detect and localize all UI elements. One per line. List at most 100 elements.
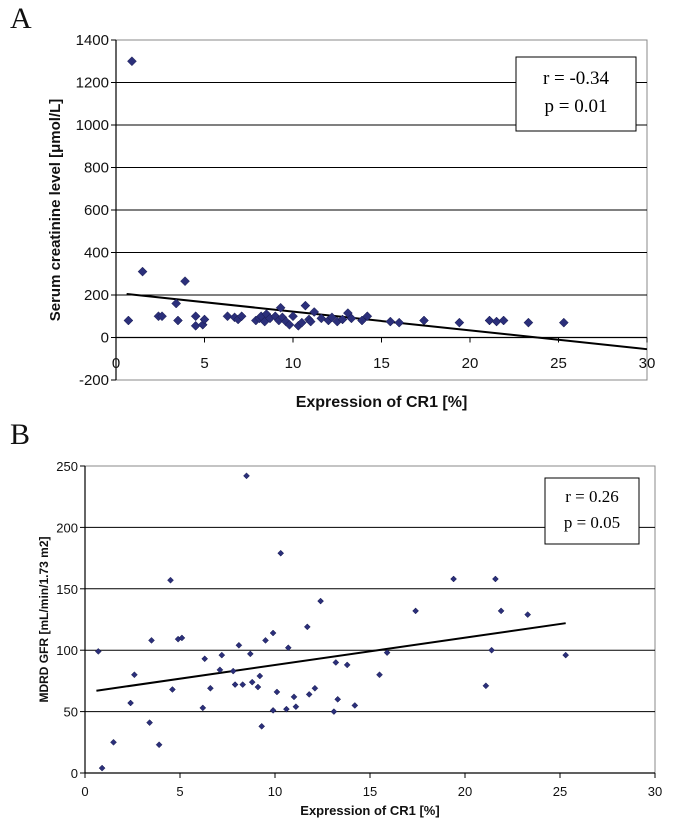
chart-b-data-point — [412, 607, 419, 615]
chart-b-x-tick-label: 10 — [268, 784, 282, 799]
chart-b-x-axis-label: Expression of CR1 [%] — [300, 803, 439, 818]
chart-b-data-point — [277, 549, 285, 557]
chart-b-data-point — [146, 719, 153, 727]
chart-a-data-point — [300, 300, 311, 311]
chart-b-data-point — [376, 671, 383, 679]
chart-b-data-point — [284, 644, 292, 652]
chart-a-x-tick-label: 25 — [550, 355, 567, 372]
chart-a-data-point — [327, 312, 337, 323]
chart-a-y-tick-label: -200 — [79, 372, 109, 389]
chart-b-x-tick-label: 20 — [458, 784, 472, 799]
chart-b-x-tick-label: 15 — [363, 784, 377, 799]
chart-a-y-axis-label: Serum creatinine level [μmol/L] — [47, 99, 64, 322]
chart-b-data-point — [201, 655, 209, 663]
chart-b-data-point — [311, 684, 319, 692]
chart-a-data-point — [357, 315, 367, 326]
chart-b-data-point — [562, 651, 570, 659]
chart-a-data-point — [123, 315, 134, 326]
chart-b-data-point — [258, 722, 266, 730]
chart-a-data-point — [316, 313, 327, 324]
chart-a-data-point — [127, 56, 137, 67]
chart-b-data-point — [332, 659, 340, 666]
chart-b-data-point — [343, 661, 351, 669]
chart-b-data-point — [246, 650, 254, 658]
chart-b-data-point — [98, 764, 106, 772]
chart-a-data-point — [296, 317, 307, 328]
chart-b-data-point — [273, 688, 281, 696]
chart-b-data-point — [110, 738, 117, 746]
chart-a-y-tick-label: 800 — [84, 160, 109, 177]
chart-b-data-point — [243, 472, 250, 480]
chart-b-x-tick-label: 25 — [553, 784, 567, 799]
chart-b-data-point — [482, 682, 490, 690]
chart-b-data-point — [229, 667, 237, 675]
chart-b-stats-box — [544, 477, 640, 545]
chart-a-data-point — [362, 311, 373, 322]
chart-a-stats-line-p: p = 0.01 — [545, 96, 608, 117]
chart-a-data-point — [222, 311, 233, 322]
chart-b-y-tick-label: 100 — [56, 643, 78, 658]
chart-b-data-point — [330, 708, 338, 715]
chart-a-data-point — [337, 314, 348, 325]
chart-b-data-point — [290, 693, 298, 701]
chart-a-x-tick-label: 10 — [285, 355, 302, 372]
chart-b-y-axis-label: MDRD GFR [mL/min/1.73 m2] — [37, 536, 51, 702]
chart-a-data-point — [523, 317, 534, 328]
chart-b-data-point — [235, 641, 243, 649]
chart-b-data-point — [488, 646, 495, 654]
chart-b-data-point — [262, 637, 269, 644]
chart-b-x-tick-label: 30 — [648, 784, 662, 799]
chart-b-data-point — [169, 686, 176, 693]
chart-a-data-point — [236, 311, 247, 322]
chart-b-data-point — [239, 681, 247, 688]
chart-a-data-point — [199, 314, 210, 325]
panel-letter-b: B — [10, 418, 31, 451]
chart-a-y-tick-label: 1400 — [76, 32, 109, 49]
chart-b-data-point — [248, 678, 256, 686]
chart-a-x-tick-label: 20 — [462, 355, 479, 372]
chart-b-data-point — [94, 648, 102, 655]
chart-b-data-point — [492, 575, 499, 583]
chart-b-data-point — [351, 702, 359, 709]
chart-b-data-point — [450, 575, 457, 583]
chart-a-data-point — [346, 313, 357, 324]
chart-b-stats-line-p: p = 0.05 — [564, 513, 620, 532]
chart-b-y-tick-label: 150 — [56, 582, 78, 597]
chart-b-data-point — [305, 691, 313, 698]
chart-b-data-point — [303, 623, 311, 631]
chart-a-y-tick-label: 0 — [101, 330, 109, 347]
chart-b-trendline — [96, 622, 566, 692]
chart-a-data-point — [484, 315, 495, 326]
chart-b-data-point — [292, 703, 300, 711]
chart-a-x-tick-label: 30 — [639, 355, 656, 372]
chart-b-data-point — [524, 611, 532, 618]
chart-b-data-point — [148, 637, 155, 644]
chart-a-x-tick-label: 5 — [200, 355, 208, 372]
chart-b-y-tick-label: 200 — [56, 520, 78, 535]
chart-a-stats-line-r: r = -0.34 — [543, 68, 610, 89]
chart-b-data-point — [497, 607, 505, 615]
chart-b-data-point — [334, 695, 342, 703]
chart-a-stats-box — [515, 56, 637, 132]
chart-a-data-point — [558, 317, 569, 328]
chart-b-data-point — [218, 651, 226, 659]
chart-a-data-point — [157, 311, 167, 322]
chart-b-data-point — [256, 672, 264, 680]
chart-a-data-point — [394, 317, 405, 328]
chart-a-y-tick-label: 1000 — [76, 117, 109, 134]
chart-b-data-point — [155, 741, 163, 749]
chart-b-data-point — [207, 684, 214, 692]
chart-a-x-tick-label: 15 — [373, 355, 390, 372]
chart-a-x-tick-label: 0 — [112, 355, 120, 372]
chart-a-data-point — [137, 266, 148, 277]
chart-b-data-point — [178, 634, 186, 642]
chart-a-data-point — [284, 319, 295, 330]
chart-a-data-point — [288, 311, 298, 322]
chart-a-data-point — [309, 307, 320, 317]
chart-b-data-point — [131, 671, 138, 679]
chart-a-data-point — [498, 315, 509, 326]
chart-a-y-tick-label: 200 — [84, 287, 109, 304]
chart-a-data-point — [180, 276, 190, 287]
